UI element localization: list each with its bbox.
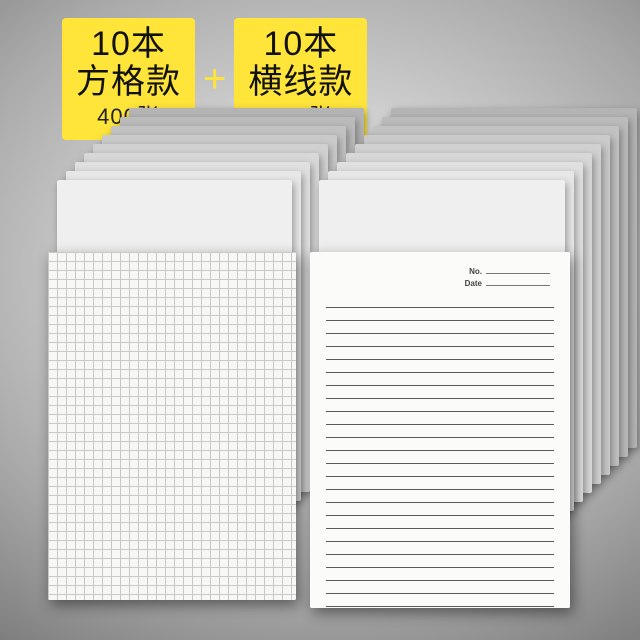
ruled-lines (326, 295, 554, 607)
date-label: Date (465, 279, 482, 288)
rule-line (326, 399, 554, 412)
rule-line (326, 321, 554, 334)
tag-left-line2: 方格款 (76, 62, 181, 102)
rule-line (326, 529, 554, 542)
plus-icon: + (203, 57, 226, 102)
rule-line (326, 295, 554, 308)
rule-line (326, 360, 554, 373)
rule-line (326, 347, 554, 360)
rule-line (326, 516, 554, 529)
product-stage: 10本 方格款 400张 + 10本 横线款 400张 No. Date (0, 0, 640, 640)
grid-notebook-front (48, 252, 296, 600)
rule-line (326, 438, 554, 451)
rule-line (326, 308, 554, 321)
grid-pattern (48, 252, 296, 600)
rule-line (326, 555, 554, 568)
rule-line (326, 477, 554, 490)
tag-left-line1: 10本 (76, 24, 181, 64)
rule-line (326, 594, 554, 607)
rule-line (326, 568, 554, 581)
tag-right-line2: 横线款 (248, 62, 353, 102)
rule-line (326, 334, 554, 347)
rule-line (326, 503, 554, 516)
rule-line (326, 451, 554, 464)
lined-page-header: No. Date (326, 266, 554, 295)
rule-line (326, 373, 554, 386)
rule-line (326, 464, 554, 477)
rule-line (326, 412, 554, 425)
lined-notebook-front: No. Date (310, 252, 570, 608)
rule-line (326, 542, 554, 555)
rule-line (326, 386, 554, 399)
lined-page: No. Date (310, 252, 570, 608)
rule-line (326, 581, 554, 594)
tag-right-line1: 10本 (248, 24, 353, 64)
rule-line (326, 425, 554, 438)
rule-line (326, 490, 554, 503)
no-label: No. (469, 267, 482, 276)
